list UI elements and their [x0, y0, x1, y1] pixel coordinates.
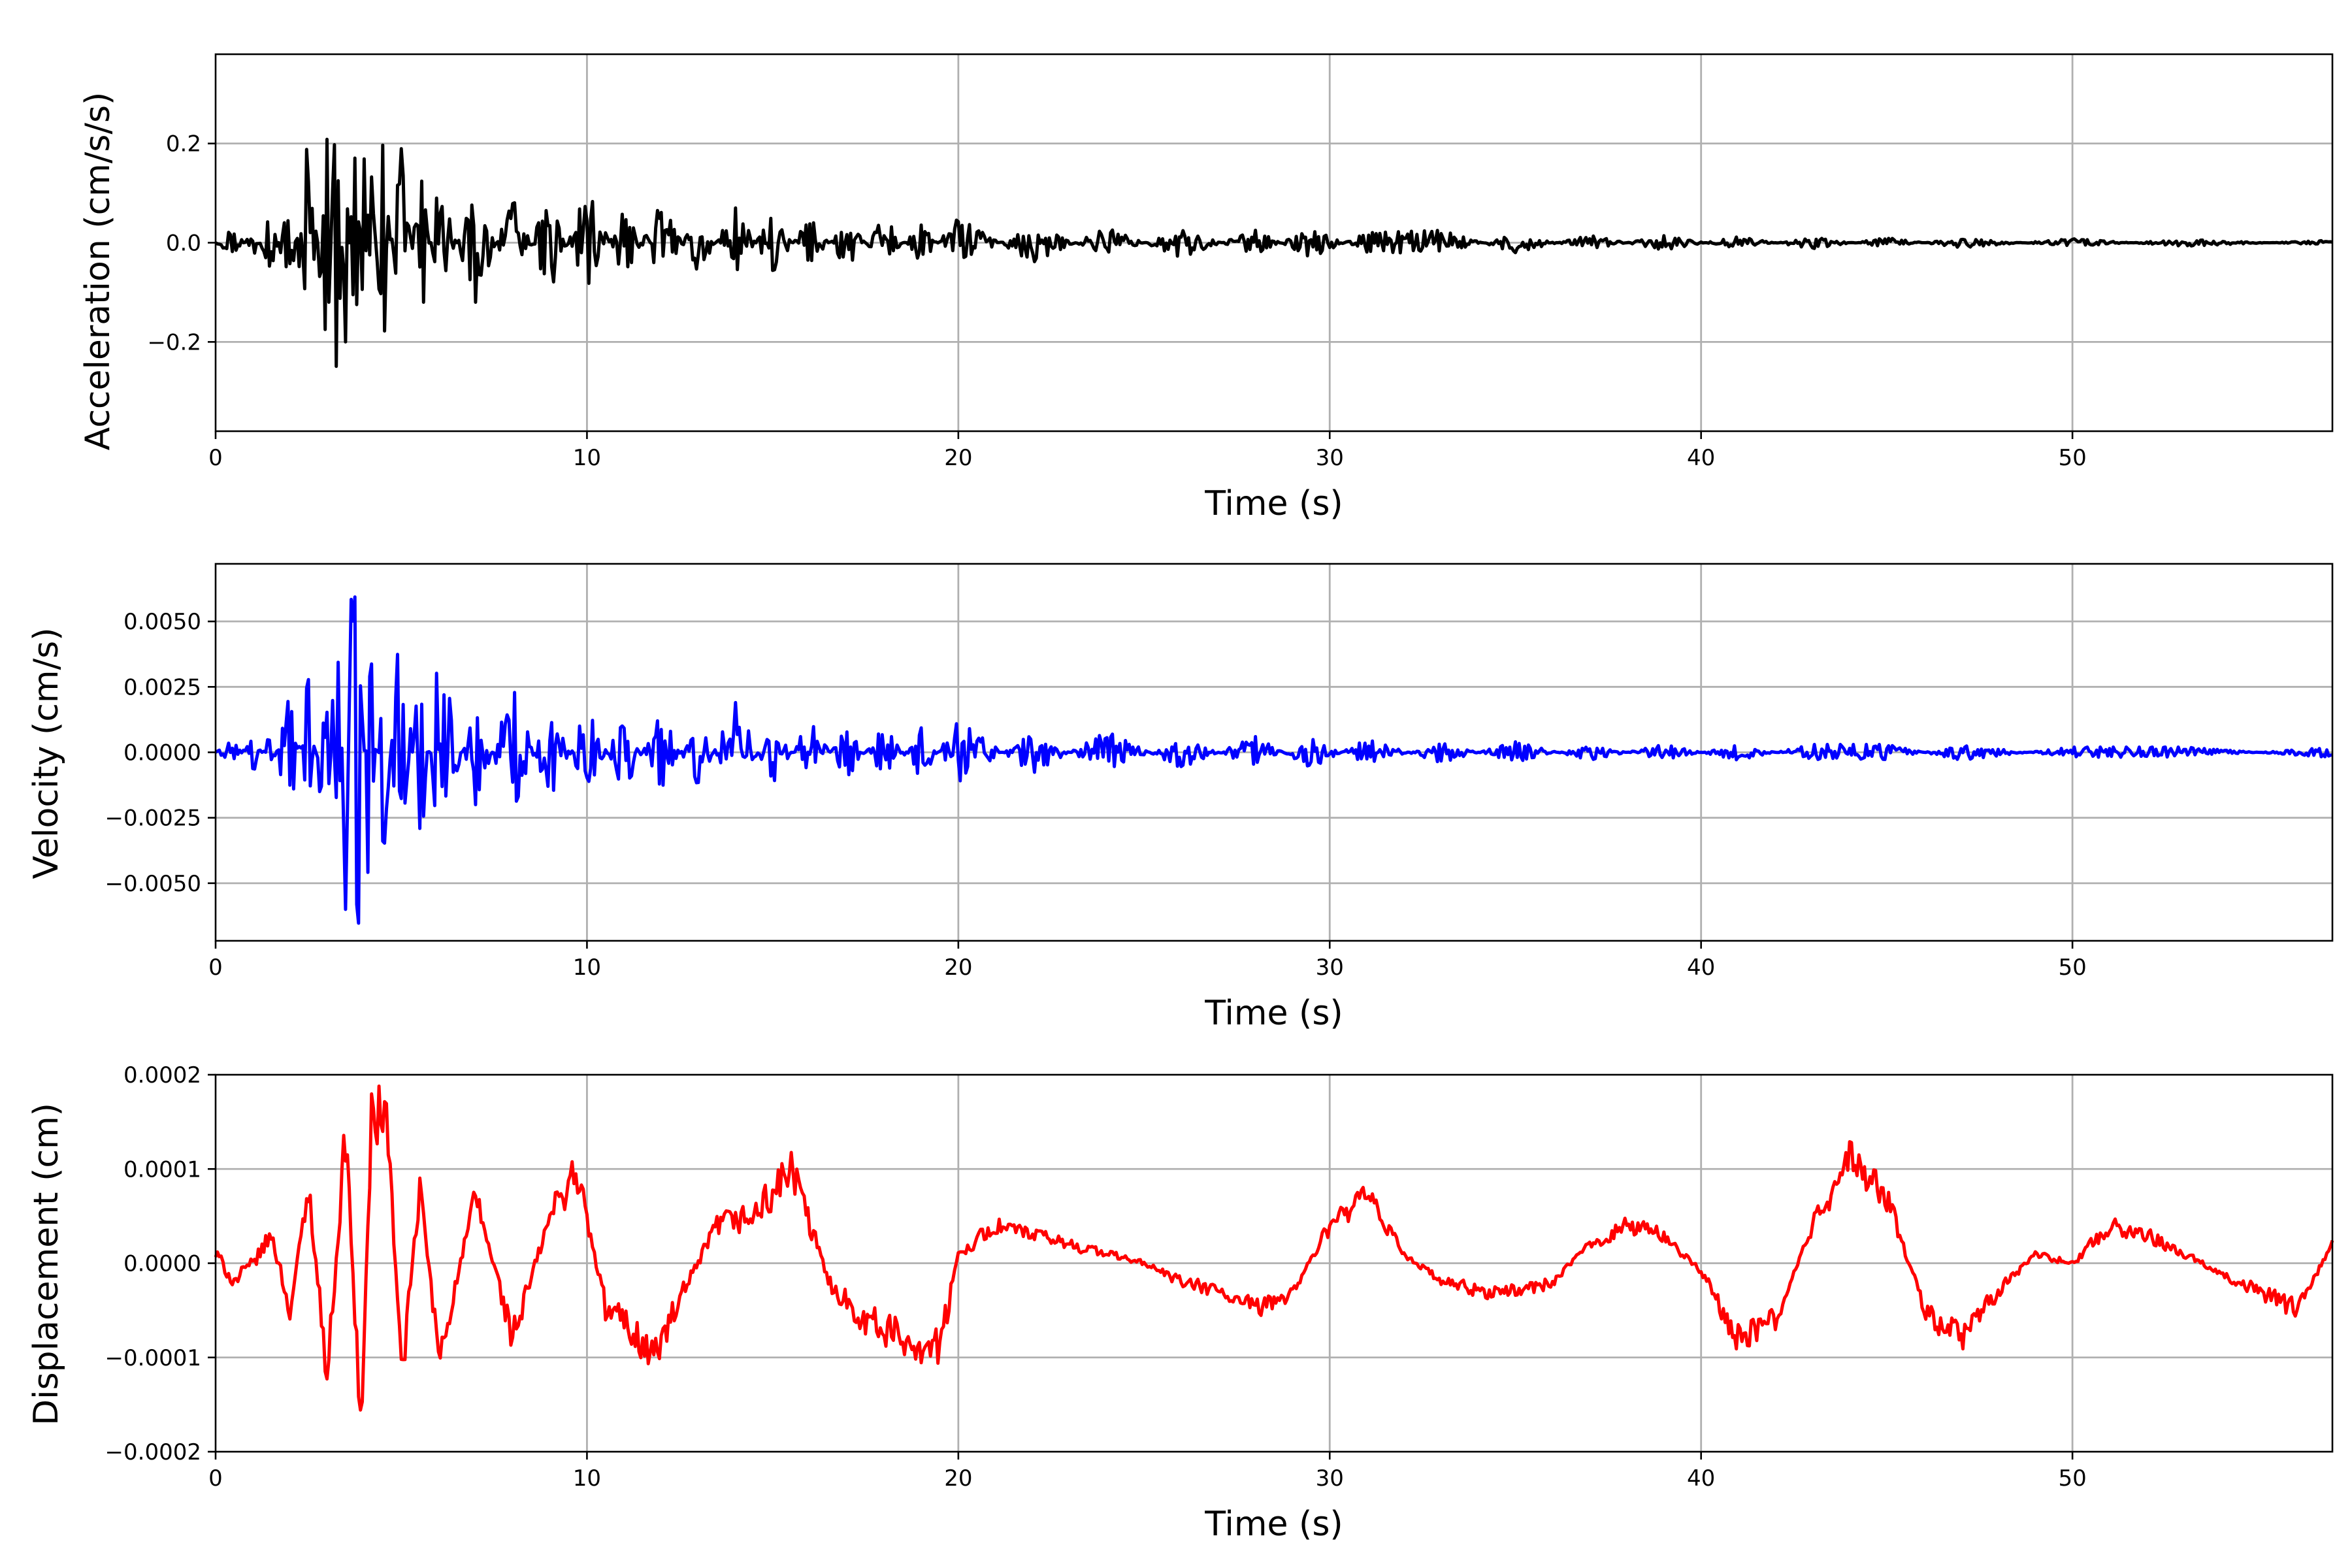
displacement-x-tick-label: 10 — [573, 1465, 601, 1492]
velocity-x-tick-label: 0 — [208, 955, 223, 981]
displacement-series — [214, 1085, 2334, 1412]
velocity-ticks: 0 10 20 30 40 50 −0.0050 −0.0025 0.0000 0.0025 0.0… — [105, 609, 2087, 981]
acceleration-x-axis-title: Time (s) — [1204, 484, 1343, 523]
velocity-y-tick-label: −0.0025 — [105, 806, 201, 832]
velocity-y-tick-label: −0.0050 — [105, 871, 201, 897]
velocity-x-tick-label: 10 — [573, 955, 601, 981]
acceleration-x-tick-label: 10 — [573, 445, 601, 471]
acceleration-y-axis-title: Acceleration (cm/s/s) — [78, 92, 118, 451]
velocity-series — [214, 595, 2333, 925]
displacement-x-tick-label: 20 — [944, 1465, 972, 1492]
velocity-x-tick-label: 30 — [1316, 955, 1344, 981]
displacement-y-axis-title: Displacement (cm) — [27, 1103, 66, 1426]
acceleration-x-tick-label: 50 — [2058, 445, 2086, 471]
acceleration-x-tick-label: 30 — [1316, 445, 1344, 471]
displacement-x-tick-label: 0 — [208, 1465, 223, 1492]
displacement-y-tick-label: −0.0001 — [105, 1345, 201, 1371]
velocity-panel: 0 10 20 30 40 50 −0.0050 −0.0025 0.0000 0.0025 0.0… — [27, 563, 2334, 1033]
displacement-x-tick-label: 40 — [1687, 1465, 1715, 1492]
acceleration-ticks: 0 10 20 30 40 50 −0.2 0.0 0.2 — [147, 131, 2086, 471]
velocity-y-tick-label: 0.0025 — [123, 674, 201, 700]
velocity-y-axis-title: Velocity (cm/s) — [27, 628, 66, 879]
displacement-ticks: 0 10 20 30 40 50 −0.0002 −0.0001 0.0000 0.0001 0.0… — [105, 1062, 2087, 1492]
velocity-x-tick-label: 20 — [944, 955, 972, 981]
displacement-x-axis-title: Time (s) — [1204, 1505, 1343, 1544]
displacement-y-tick-label: −0.0002 — [105, 1439, 201, 1465]
velocity-x-axis-title: Time (s) — [1204, 994, 1343, 1033]
acceleration-panel: 0 10 20 30 40 50 −0.2 0.0 0.2 Time (s) Accelerat… — [78, 53, 2334, 523]
displacement-x-tick-label: 50 — [2058, 1465, 2086, 1492]
acceleration-series-line — [214, 137, 2333, 368]
velocity-x-tick-label: 40 — [1687, 955, 1715, 981]
displacement-y-tick-label: 0.0001 — [123, 1156, 201, 1183]
acceleration-y-tick-label: 0.0 — [166, 231, 201, 257]
velocity-y-tick-label: 0.0050 — [123, 609, 201, 635]
velocity-x-tick-label: 50 — [2058, 955, 2086, 981]
velocity-series-line — [214, 595, 2333, 925]
displacement-panel: 0 10 20 30 40 50 −0.0002 −0.0001 0.0000 0.0001 0.0… — [27, 1062, 2334, 1544]
acceleration-y-tick-label: −0.2 — [147, 329, 201, 355]
acceleration-y-tick-label: 0.2 — [166, 131, 201, 157]
acceleration-x-tick-label: 0 — [208, 445, 223, 471]
displacement-y-tick-label: 0.0000 — [123, 1251, 201, 1277]
displacement-series-line — [214, 1085, 2334, 1412]
displacement-y-tick-label: 0.0002 — [123, 1062, 201, 1088]
acceleration-x-tick-label: 20 — [944, 445, 972, 471]
velocity-y-tick-label: 0.0000 — [123, 740, 201, 766]
displacement-x-tick-label: 30 — [1316, 1465, 1344, 1492]
acceleration-series — [214, 137, 2333, 368]
acceleration-x-tick-label: 40 — [1687, 445, 1715, 471]
